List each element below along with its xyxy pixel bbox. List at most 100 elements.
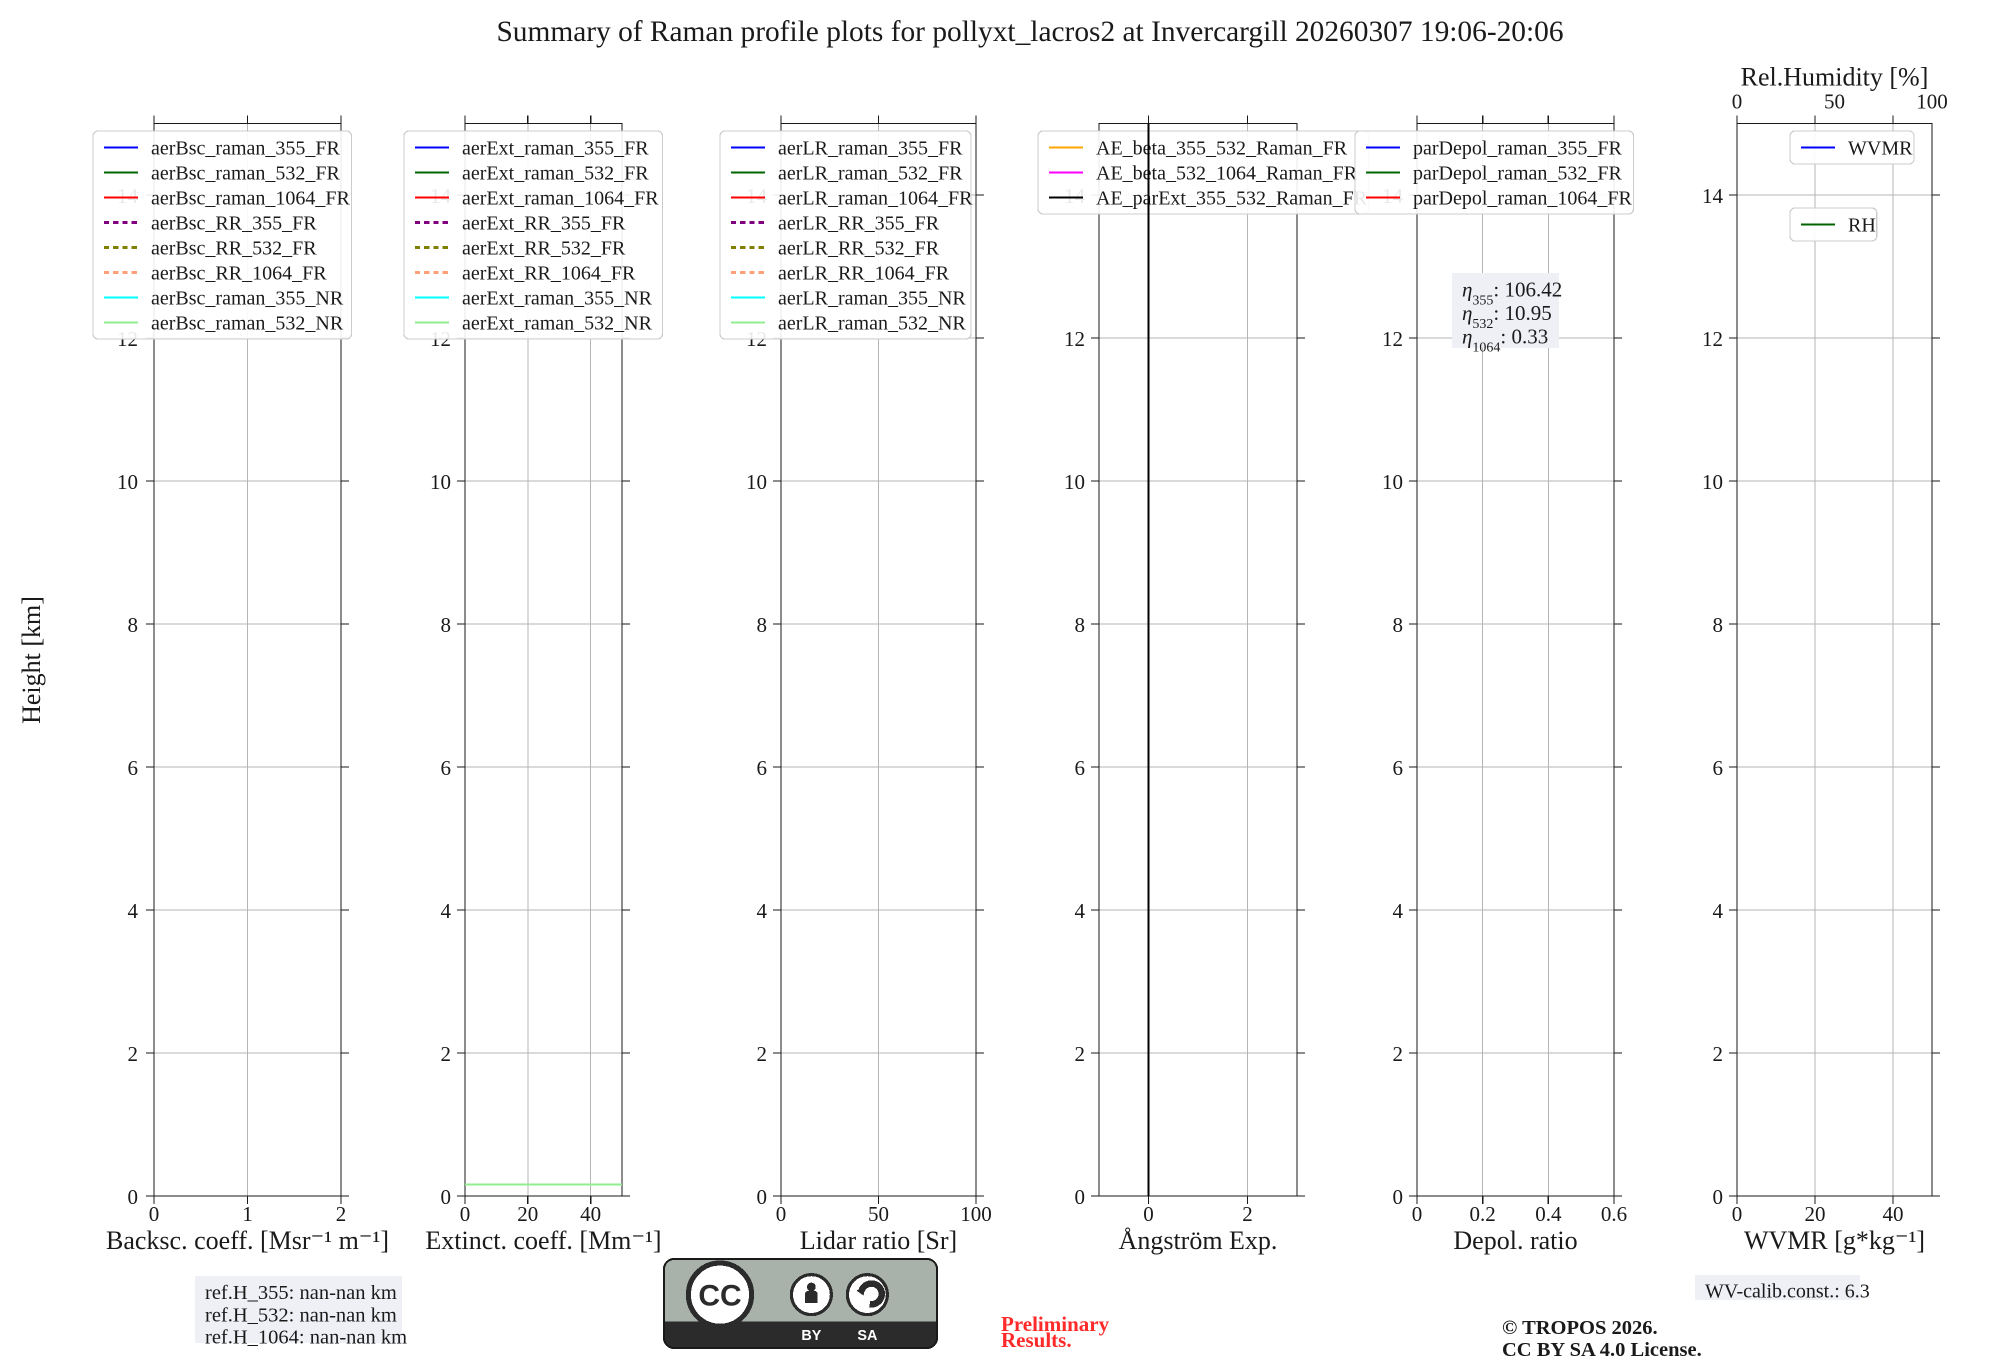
- svg-text:aerBsc_raman_355_FR: aerBsc_raman_355_FR: [151, 137, 341, 159]
- svg-text:0: 0: [1393, 1185, 1404, 1209]
- svg-text:aerExt_raman_355_FR: aerExt_raman_355_FR: [462, 137, 649, 159]
- svg-text:ref.H_532: nan-nan km: ref.H_532: nan-nan km: [205, 1304, 397, 1326]
- svg-text:4: 4: [1713, 899, 1724, 923]
- svg-text:aerLR_raman_532_FR: aerLR_raman_532_FR: [778, 162, 963, 184]
- svg-text:Height [km]: Height [km]: [17, 596, 46, 724]
- svg-text:2: 2: [1242, 1202, 1253, 1226]
- svg-text:8: 8: [128, 613, 139, 637]
- svg-text:0: 0: [1143, 1202, 1154, 1226]
- svg-text:6: 6: [1075, 756, 1086, 780]
- svg-text:Depol. ratio: Depol. ratio: [1453, 1226, 1577, 1255]
- svg-text:ref.H_1064: nan-nan km: ref.H_1064: nan-nan km: [205, 1327, 407, 1349]
- svg-text:10: 10: [430, 470, 451, 494]
- svg-text:4: 4: [1075, 899, 1086, 923]
- svg-text:50: 50: [1824, 90, 1845, 114]
- svg-text:BY: BY: [801, 1328, 821, 1344]
- svg-text:2: 2: [441, 1042, 452, 1066]
- svg-text:aerBsc_raman_532_FR: aerBsc_raman_532_FR: [151, 162, 341, 184]
- svg-text:8: 8: [1075, 613, 1086, 637]
- svg-text:aerLR_RR_532_FR: aerLR_RR_532_FR: [778, 237, 940, 259]
- svg-text:parDepol_raman_532_FR: parDepol_raman_532_FR: [1413, 162, 1623, 184]
- svg-text:0: 0: [441, 1185, 452, 1209]
- svg-text:0: 0: [149, 1202, 160, 1226]
- svg-text:aerBsc_RR_532_FR: aerBsc_RR_532_FR: [151, 237, 317, 259]
- svg-text:4: 4: [128, 899, 139, 923]
- svg-text:aerBsc_raman_355_NR: aerBsc_raman_355_NR: [151, 287, 344, 309]
- svg-text:aerExt_raman_532_FR: aerExt_raman_532_FR: [462, 162, 649, 184]
- svg-text:12: 12: [1702, 327, 1723, 351]
- svg-text:ref.H_355: nan-nan km: ref.H_355: nan-nan km: [205, 1282, 397, 1304]
- svg-text:aerBsc_RR_355_FR: aerBsc_RR_355_FR: [151, 212, 317, 234]
- svg-text:6: 6: [1713, 756, 1724, 780]
- svg-text:AE_beta_355_532_Raman_FR: AE_beta_355_532_Raman_FR: [1096, 137, 1348, 159]
- svg-text:8: 8: [757, 613, 768, 637]
- svg-text:14: 14: [1702, 184, 1724, 208]
- svg-text:6: 6: [757, 756, 768, 780]
- svg-text:SA: SA: [857, 1328, 878, 1344]
- svg-text:aerExt_RR_1064_FR: aerExt_RR_1064_FR: [462, 262, 636, 284]
- svg-text:2: 2: [128, 1042, 139, 1066]
- svg-text:aerBsc_raman_532_NR: aerBsc_raman_532_NR: [151, 312, 344, 334]
- svg-text:2: 2: [336, 1202, 347, 1226]
- svg-text:100: 100: [1916, 90, 1948, 114]
- svg-text:aerExt_RR_355_FR: aerExt_RR_355_FR: [462, 212, 626, 234]
- svg-text:4: 4: [441, 899, 452, 923]
- svg-text:Backsc. coeff. [Msr⁻¹ m⁻¹]: Backsc. coeff. [Msr⁻¹ m⁻¹]: [106, 1226, 389, 1255]
- svg-text:CC BY SA 4.0 License.: CC BY SA 4.0 License.: [1502, 1339, 1702, 1360]
- svg-text:aerExt_raman_355_NR: aerExt_raman_355_NR: [462, 287, 653, 309]
- svg-text:0: 0: [1732, 90, 1743, 114]
- svg-text:0: 0: [1732, 1202, 1743, 1226]
- svg-text:6: 6: [1393, 756, 1404, 780]
- svg-text:40: 40: [580, 1202, 601, 1226]
- svg-text:parDepol_raman_355_FR: parDepol_raman_355_FR: [1413, 137, 1623, 159]
- svg-text:50: 50: [868, 1202, 889, 1226]
- svg-text:Extinct. coeff. [Mm⁻¹]: Extinct. coeff. [Mm⁻¹]: [425, 1226, 661, 1255]
- svg-text:0: 0: [757, 1185, 768, 1209]
- svg-text:8: 8: [441, 613, 452, 637]
- svg-text:© TROPOS 2026.: © TROPOS 2026.: [1502, 1317, 1658, 1339]
- svg-text:8: 8: [1713, 613, 1724, 637]
- svg-text:20: 20: [1805, 1202, 1826, 1226]
- svg-text:0: 0: [128, 1185, 139, 1209]
- svg-text:aerLR_raman_1064_FR: aerLR_raman_1064_FR: [778, 187, 973, 209]
- svg-text:6: 6: [441, 756, 452, 780]
- svg-text:1: 1: [242, 1202, 253, 1226]
- svg-text:aerBsc_raman_1064_FR: aerBsc_raman_1064_FR: [151, 187, 351, 209]
- svg-text:10: 10: [1702, 470, 1723, 494]
- svg-text:4: 4: [1393, 899, 1404, 923]
- svg-text:0: 0: [460, 1202, 471, 1226]
- svg-text:2: 2: [1075, 1042, 1086, 1066]
- svg-text:aerBsc_RR_1064_FR: aerBsc_RR_1064_FR: [151, 262, 327, 284]
- svg-text:20: 20: [517, 1202, 538, 1226]
- svg-text:12: 12: [1064, 327, 1085, 351]
- svg-text:CC: CC: [698, 1279, 741, 1312]
- svg-text:10: 10: [1382, 470, 1403, 494]
- svg-text:aerLR_raman_355_NR: aerLR_raman_355_NR: [778, 287, 966, 309]
- svg-text:Ångström Exp.: Ångström Exp.: [1119, 1226, 1278, 1255]
- svg-text:Lidar ratio [Sr]: Lidar ratio [Sr]: [800, 1226, 957, 1255]
- svg-text:AE_parExt_355_532_Raman_FR: AE_parExt_355_532_Raman_FR: [1096, 187, 1368, 209]
- svg-text:0: 0: [1075, 1185, 1086, 1209]
- svg-text:2: 2: [1713, 1042, 1724, 1066]
- svg-text:aerLR_raman_355_FR: aerLR_raman_355_FR: [778, 137, 963, 159]
- svg-text:RH: RH: [1848, 214, 1876, 236]
- svg-text:0.4: 0.4: [1535, 1202, 1562, 1226]
- svg-text:Rel.Humidity [%]: Rel.Humidity [%]: [1741, 63, 1929, 92]
- svg-text:WVMR [g*kg⁻¹]: WVMR [g*kg⁻¹]: [1744, 1226, 1925, 1255]
- svg-text:aerExt_raman_532_NR: aerExt_raman_532_NR: [462, 312, 653, 334]
- svg-text:Summary of Raman profile plots: Summary of Raman profile plots for polly…: [496, 16, 1563, 48]
- svg-text:4: 4: [757, 899, 768, 923]
- svg-text:0: 0: [776, 1202, 787, 1226]
- svg-text:0.6: 0.6: [1601, 1202, 1627, 1226]
- svg-text:AE_beta_532_1064_Raman_FR: AE_beta_532_1064_Raman_FR: [1096, 162, 1358, 184]
- svg-text:0: 0: [1713, 1185, 1724, 1209]
- svg-text:WV-calib.const.: 6.3: WV-calib.const.: 6.3: [1705, 1281, 1870, 1303]
- svg-text:10: 10: [117, 470, 138, 494]
- svg-text:100: 100: [960, 1202, 992, 1226]
- svg-text:0: 0: [1412, 1202, 1423, 1226]
- svg-text:2: 2: [1393, 1042, 1404, 1066]
- svg-text:10: 10: [1064, 470, 1085, 494]
- svg-text:12: 12: [1382, 327, 1403, 351]
- svg-text:10: 10: [746, 470, 767, 494]
- svg-text:aerLR_raman_532_NR: aerLR_raman_532_NR: [778, 312, 966, 334]
